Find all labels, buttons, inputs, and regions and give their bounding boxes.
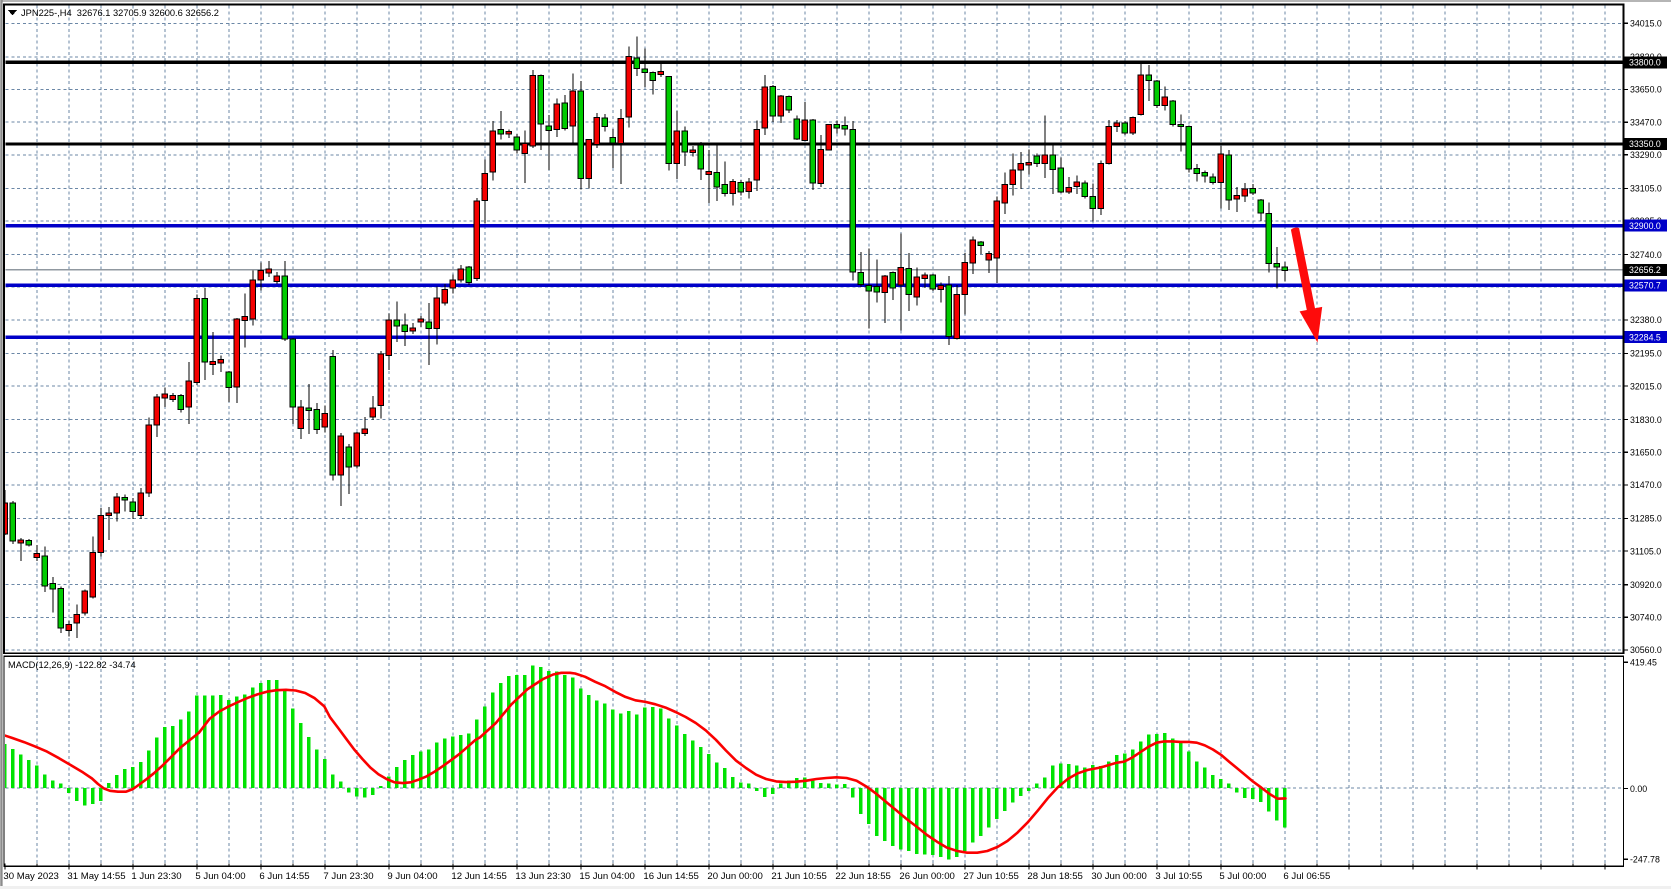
svg-text:31 May 14:55: 31 May 14:55 xyxy=(67,871,125,882)
svg-text:0.00: 0.00 xyxy=(1630,784,1647,794)
svg-text:22 Jun 18:55: 22 Jun 18:55 xyxy=(835,871,890,882)
svg-text:34015.0: 34015.0 xyxy=(1630,19,1662,29)
svg-text:26 Jun 00:00: 26 Jun 00:00 xyxy=(899,871,954,882)
svg-text:15 Jun 04:00: 15 Jun 04:00 xyxy=(579,871,634,882)
svg-text:16 Jun 14:55: 16 Jun 14:55 xyxy=(643,871,698,882)
svg-text:3 Jul 10:55: 3 Jul 10:55 xyxy=(1155,871,1202,882)
svg-text:31105.0: 31105.0 xyxy=(1630,546,1661,556)
svg-text:32570.7: 32570.7 xyxy=(1629,281,1661,291)
svg-text:419.45: 419.45 xyxy=(1630,658,1657,668)
svg-text:13 Jun 23:30: 13 Jun 23:30 xyxy=(515,871,570,882)
svg-text:33650.0: 33650.0 xyxy=(1630,85,1662,95)
svg-text:20 Jun 00:00: 20 Jun 00:00 xyxy=(707,871,762,882)
svg-text:33290.0: 33290.0 xyxy=(1630,150,1662,160)
svg-text:31470.0: 31470.0 xyxy=(1630,480,1662,490)
svg-text:6 Jul 06:55: 6 Jul 06:55 xyxy=(1283,871,1330,882)
svg-text:1 Jun 23:30: 1 Jun 23:30 xyxy=(131,871,181,882)
svg-text:32195.0: 32195.0 xyxy=(1630,349,1662,359)
svg-text:JPN225-,H4 32676.1 32705.9 32: JPN225-,H4 32676.1 32705.9 32600.6 32656… xyxy=(21,8,219,18)
svg-text:MACD(12,26,9) -122.82 -34.74: MACD(12,26,9) -122.82 -34.74 xyxy=(8,660,136,670)
svg-text:12 Jun 14:55: 12 Jun 14:55 xyxy=(451,871,506,882)
svg-text:31830.0: 31830.0 xyxy=(1630,415,1662,425)
svg-text:31285.0: 31285.0 xyxy=(1630,514,1662,524)
svg-text:33350.0: 33350.0 xyxy=(1629,139,1661,149)
svg-text:33105.0: 33105.0 xyxy=(1630,184,1662,194)
svg-text:5 Jun 04:00: 5 Jun 04:00 xyxy=(195,871,245,882)
svg-text:6 Jun 14:55: 6 Jun 14:55 xyxy=(259,871,309,882)
svg-text:21 Jun 10:55: 21 Jun 10:55 xyxy=(771,871,826,882)
svg-text:30920.0: 30920.0 xyxy=(1630,580,1662,590)
svg-text:28 Jun 18:55: 28 Jun 18:55 xyxy=(1027,871,1082,882)
svg-text:32380.0: 32380.0 xyxy=(1630,315,1662,325)
svg-text:32740.0: 32740.0 xyxy=(1630,250,1662,260)
svg-text:33470.0: 33470.0 xyxy=(1630,117,1662,127)
svg-text:33800.0: 33800.0 xyxy=(1629,58,1661,68)
svg-text:-247.78: -247.78 xyxy=(1630,854,1660,864)
svg-text:30 Jun 00:00: 30 Jun 00:00 xyxy=(1091,871,1146,882)
svg-text:32284.5: 32284.5 xyxy=(1629,332,1661,342)
svg-text:30 May 2023: 30 May 2023 xyxy=(3,871,58,882)
svg-text:32015.0: 32015.0 xyxy=(1630,381,1662,391)
svg-text:7 Jun 23:30: 7 Jun 23:30 xyxy=(323,871,373,882)
svg-text:31650.0: 31650.0 xyxy=(1630,448,1662,458)
svg-text:9 Jun 04:00: 9 Jun 04:00 xyxy=(387,871,437,882)
svg-text:5 Jul 00:00: 5 Jul 00:00 xyxy=(1219,871,1266,882)
svg-text:32656.2: 32656.2 xyxy=(1629,265,1661,275)
svg-text:32900.0: 32900.0 xyxy=(1629,221,1661,231)
svg-text:30740.0: 30740.0 xyxy=(1630,613,1662,623)
svg-text:30560.0: 30560.0 xyxy=(1630,645,1662,655)
svg-text:27 Jun 10:55: 27 Jun 10:55 xyxy=(963,871,1018,882)
